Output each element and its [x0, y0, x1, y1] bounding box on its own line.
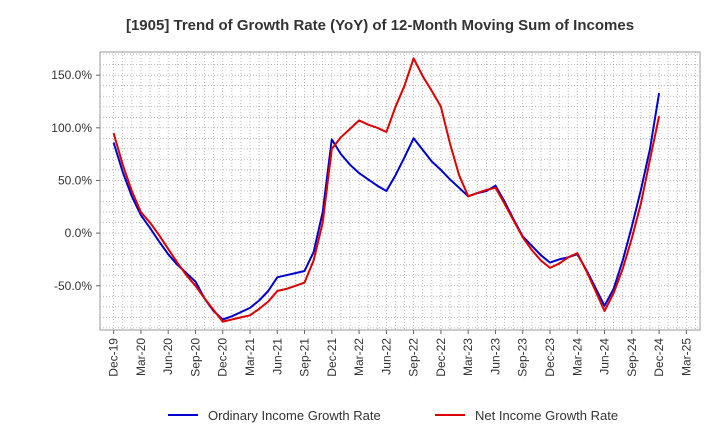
- x-tick-label: Sep-24: [625, 338, 639, 377]
- x-tick-label: Mar-22: [352, 338, 366, 376]
- legend: Ordinary Income Growth Rate Net Income G…: [168, 408, 618, 423]
- y-tick-label: 0.0%: [65, 226, 93, 240]
- x-tick-label: Dec-21: [325, 338, 339, 377]
- y-tick-label: 150.0%: [51, 68, 92, 82]
- legend-label-net-income: Net Income Growth Rate: [475, 408, 618, 423]
- y-tick-label: 50.0%: [58, 173, 92, 187]
- x-tick-label: Sep-23: [516, 338, 530, 377]
- series-line-net-income: [112, 57, 661, 323]
- x-tick-label: Dec-20: [216, 338, 230, 377]
- x-tick-label: Dec-19: [107, 338, 121, 377]
- y-axis: 150.0% 100.0% 50.0% 0.0% -50.0%: [51, 68, 100, 293]
- x-tick-label: Sep-20: [188, 338, 202, 377]
- x-tick-label: Mar-25: [679, 338, 693, 376]
- legend-label-ordinary-income: Ordinary Income Growth Rate: [208, 408, 381, 423]
- x-tick-label: Mar-21: [243, 338, 257, 376]
- x-tick-label: Mar-20: [134, 338, 148, 376]
- series-lines: [112, 57, 661, 323]
- x-tick-label: Mar-23: [461, 338, 475, 376]
- x-tick-label: Dec-24: [652, 338, 666, 377]
- x-tick-label: Sep-22: [407, 338, 421, 377]
- x-tick-label: Jun-24: [598, 338, 612, 375]
- y-tick-label: -50.0%: [54, 279, 92, 293]
- x-tick-label: Jun-23: [488, 338, 502, 375]
- x-tick-label: Jun-22: [379, 338, 393, 375]
- y-tick-label: 100.0%: [51, 121, 92, 135]
- grid-lines: [100, 52, 700, 330]
- x-tick-label: Sep-21: [298, 338, 312, 377]
- x-tick-label: Dec-23: [543, 338, 557, 377]
- chart-title: [1905] Trend of Growth Rate (YoY) of 12-…: [126, 17, 634, 34]
- x-axis: Dec-19 Mar-20 Jun-20 Sep-20 Dec-20 Mar-21 Jun-…: [107, 330, 693, 377]
- x-tick-label: Mar-24: [570, 338, 584, 376]
- x-tick-label: Jun-20: [161, 338, 175, 375]
- x-tick-label: Dec-22: [434, 338, 448, 377]
- x-tick-label: Jun-21: [270, 338, 284, 375]
